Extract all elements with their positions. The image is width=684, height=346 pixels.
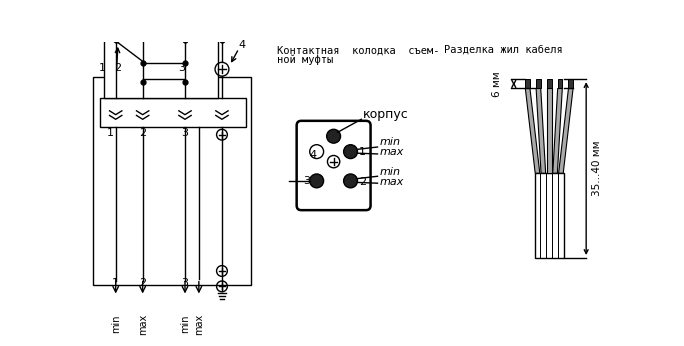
Text: 3: 3: [181, 279, 188, 288]
Circle shape: [343, 145, 358, 158]
Text: max: max: [380, 147, 404, 157]
Text: 2: 2: [139, 279, 146, 288]
Bar: [94, 77, 251, 285]
Bar: [100, 98, 246, 127]
Text: max: max: [137, 314, 148, 335]
Polygon shape: [553, 89, 562, 173]
Bar: [535, 173, 564, 258]
Text: 6 мм: 6 мм: [492, 71, 502, 97]
Text: 2: 2: [359, 177, 366, 187]
Text: 1: 1: [359, 147, 366, 157]
Text: min: min: [111, 314, 120, 333]
Bar: [525, 79, 530, 89]
Circle shape: [327, 129, 341, 143]
Bar: [536, 79, 541, 89]
Bar: [557, 79, 562, 89]
Polygon shape: [536, 89, 546, 173]
Circle shape: [310, 145, 324, 158]
Text: 4: 4: [309, 151, 317, 161]
Text: min: min: [180, 314, 190, 333]
Text: 35...40 мм: 35...40 мм: [592, 141, 602, 196]
Bar: [568, 79, 573, 89]
Text: max: max: [380, 177, 404, 187]
Text: 3: 3: [304, 176, 311, 186]
Text: 3: 3: [178, 63, 185, 73]
Text: 4: 4: [239, 40, 246, 50]
Polygon shape: [559, 89, 573, 173]
Text: ной муфты: ной муфты: [278, 55, 334, 65]
Polygon shape: [525, 89, 540, 173]
Bar: [104, 40, 218, 98]
Text: 1: 1: [107, 128, 114, 138]
Text: 3: 3: [181, 128, 188, 138]
Circle shape: [343, 174, 358, 188]
Text: корпус: корпус: [363, 108, 408, 121]
Text: min: min: [380, 137, 401, 147]
Text: 2: 2: [114, 63, 121, 73]
Text: min: min: [380, 167, 401, 177]
Text: Контактная  колодка  съем-: Контактная колодка съем-: [278, 46, 440, 56]
Text: Разделка жил кабеля: Разделка жил кабеля: [445, 44, 563, 54]
Text: 1: 1: [112, 279, 119, 288]
Bar: [547, 79, 551, 89]
Circle shape: [310, 174, 324, 188]
FancyBboxPatch shape: [297, 121, 371, 210]
Text: 1: 1: [98, 63, 106, 73]
Text: max: max: [194, 314, 204, 335]
Text: 2: 2: [139, 128, 146, 138]
Polygon shape: [547, 89, 551, 173]
